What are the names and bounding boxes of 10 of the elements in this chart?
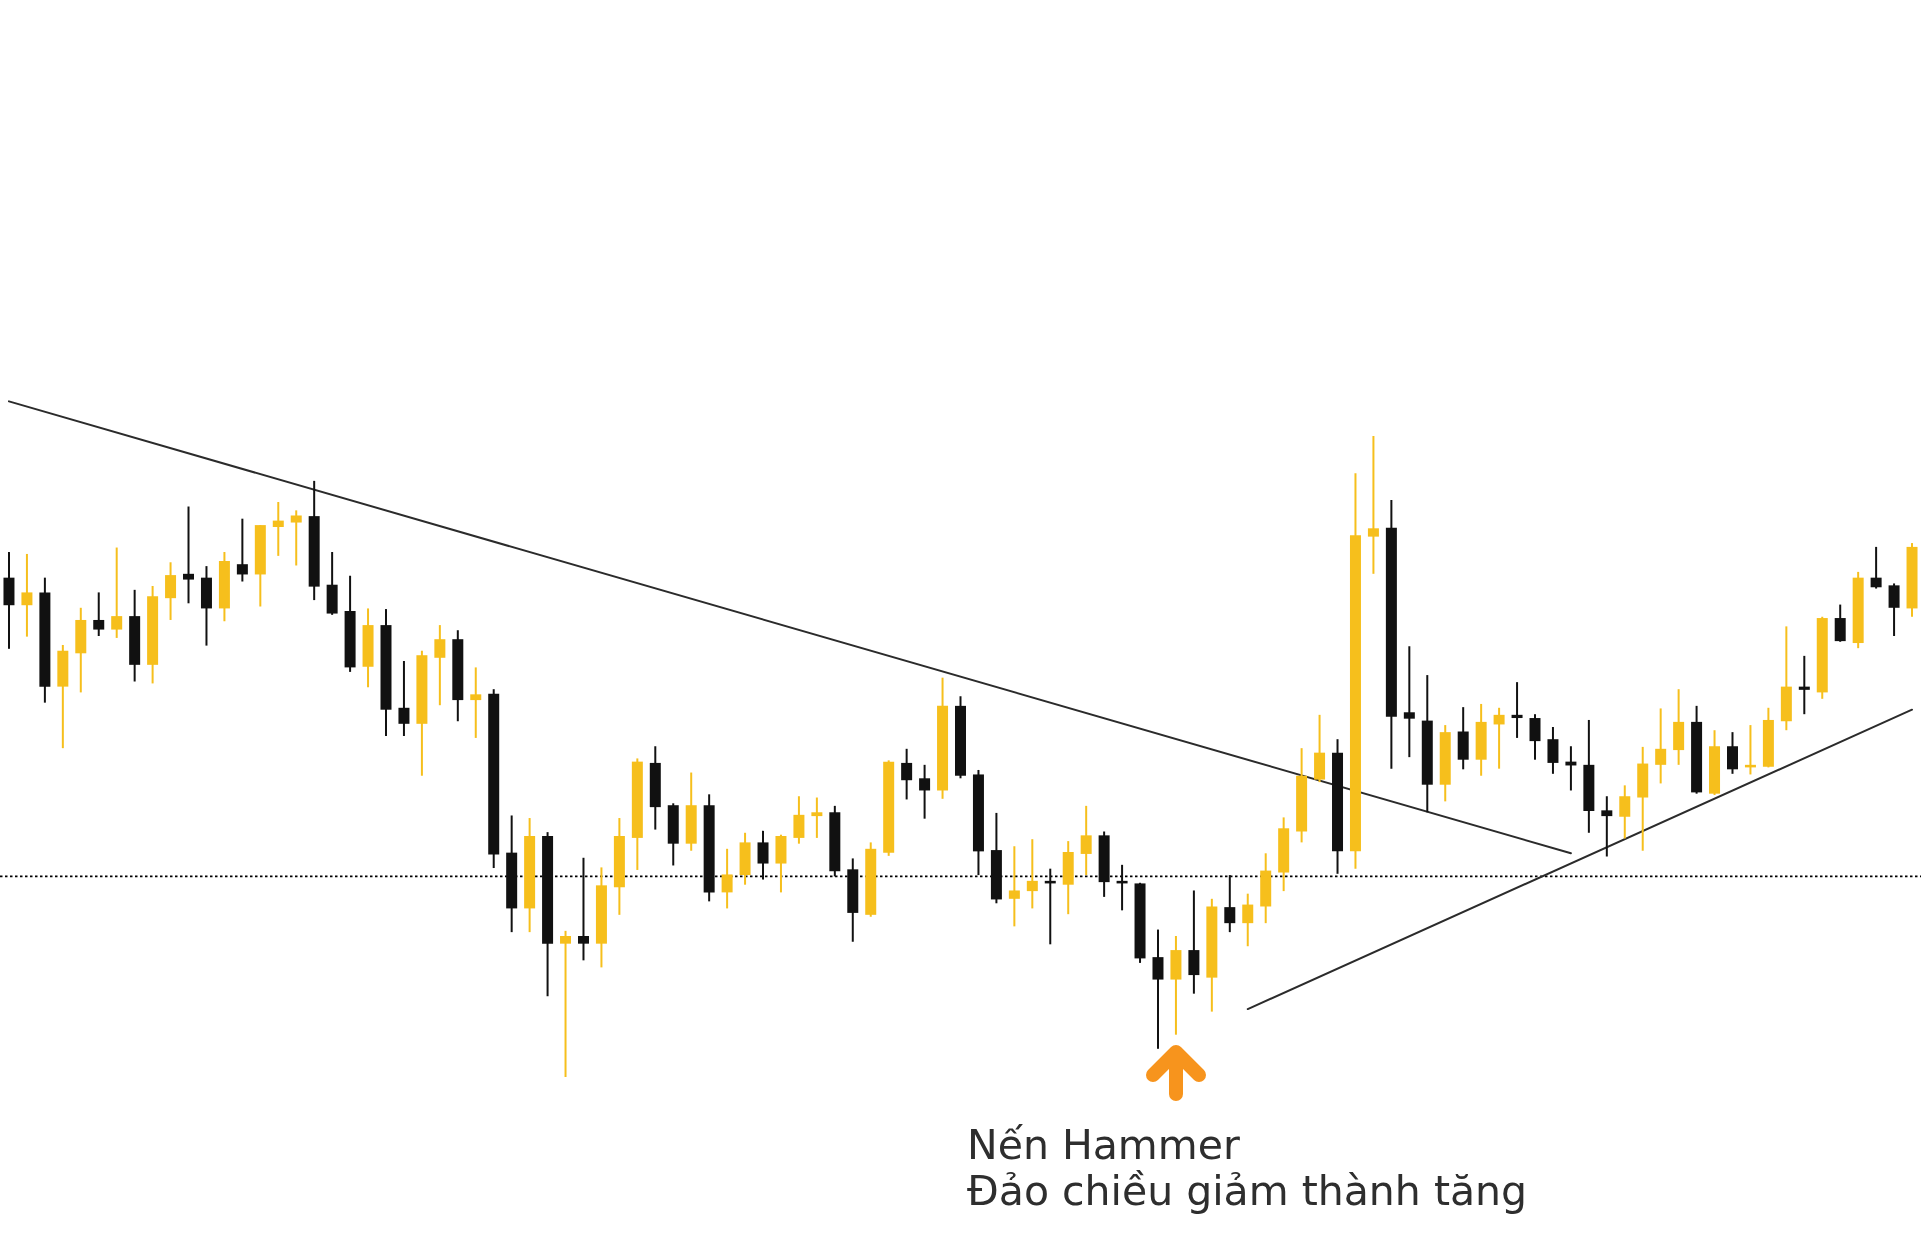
text: Đảo chiều giảm thành tăng [967,1166,1528,1215]
candlestick [183,506,195,604]
candlestick [560,930,572,1077]
candlestick [577,857,589,961]
candlestick [1798,655,1810,715]
text: Nến Hammer [967,1121,1241,1169]
candlestick [1511,682,1523,738]
candlestick [1403,646,1415,758]
candlestick [470,667,482,738]
candlestick [1367,436,1379,574]
